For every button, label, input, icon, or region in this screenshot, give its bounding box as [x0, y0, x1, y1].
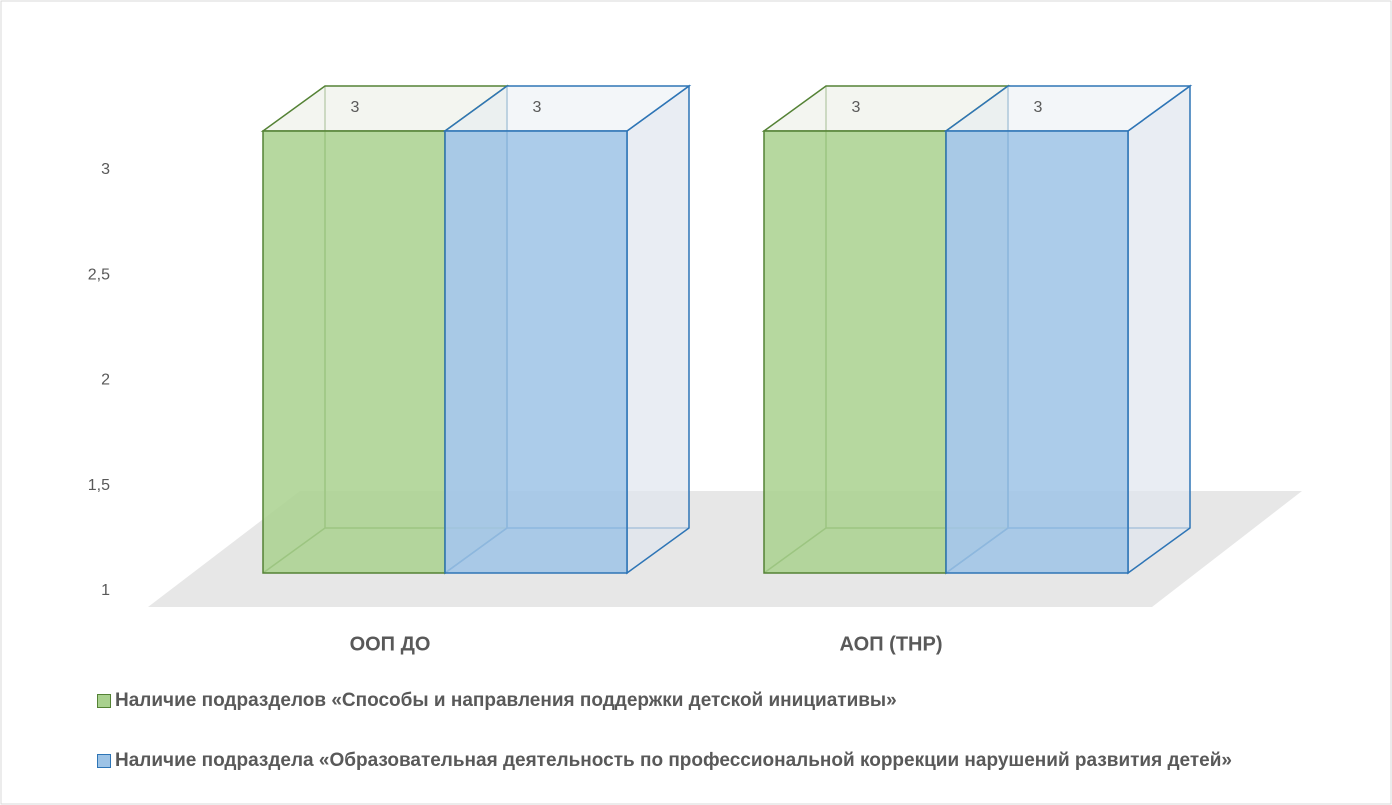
y-tick-label: 1,5 [88, 477, 110, 494]
data-label: 3 [852, 99, 861, 116]
y-tick-label: 2 [101, 372, 110, 389]
y-tick-label: 2,5 [88, 266, 110, 283]
bar [945, 130, 1129, 574]
legend-swatch [97, 694, 111, 708]
x-tick-label: ООП ДО [350, 633, 431, 655]
legend-swatch [97, 754, 111, 768]
bar [444, 130, 628, 574]
data-label: 3 [351, 99, 360, 116]
bar [763, 130, 947, 574]
legend-label: Наличие подразделов «Способы и направлен… [115, 690, 897, 711]
data-label: 3 [533, 99, 542, 116]
legend-label: Наличие подраздела «Образовательная деят… [115, 750, 1232, 771]
x-tick-label: АОП (ТНР) [840, 633, 943, 655]
bar-side [626, 84, 690, 575]
y-tick-label: 1 [101, 582, 110, 599]
y-tick-label: 3 [101, 161, 110, 178]
bar [262, 130, 446, 574]
bar-side [1127, 84, 1191, 575]
legend-item: Наличие подраздела «Образовательная деят… [97, 746, 1317, 776]
legend-item: Наличие подразделов «Способы и направлен… [97, 686, 1317, 716]
data-label: 3 [1034, 99, 1043, 116]
